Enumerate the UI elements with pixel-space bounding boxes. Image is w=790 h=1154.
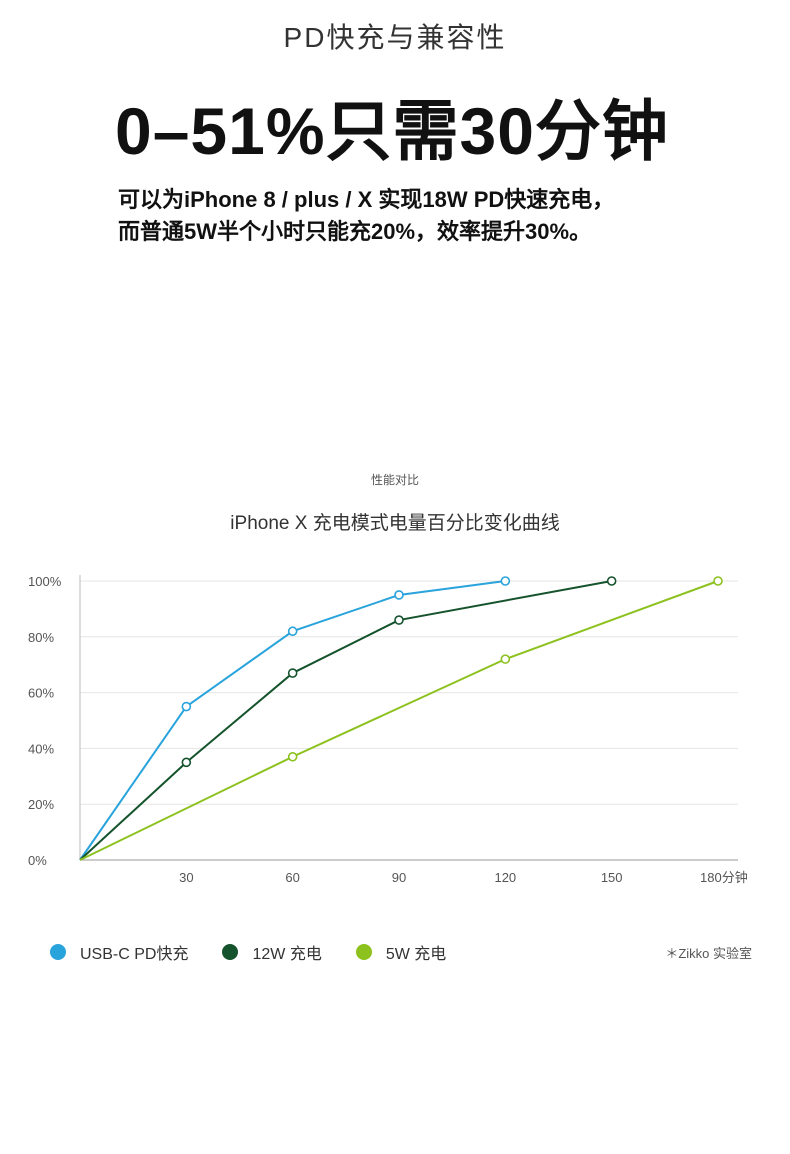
y-tick-label-80: 80% — [28, 630, 54, 645]
legend-label-usbc-pd: USB-C PD快充 — [80, 946, 189, 963]
legend-dot-12w — [222, 944, 239, 960]
section-title: PD快充与兼容性 — [283, 22, 507, 53]
description: 可以为iPhone 8 / plus / X 实现18W PD快速充电， 而普通… — [118, 184, 614, 248]
series-1-point-4 — [606, 576, 617, 586]
legend-item-5w: 5W 充电 — [355, 940, 447, 964]
series-1-point-2 — [287, 668, 298, 678]
headline: 0–51%只需30分钟 — [115, 94, 669, 168]
series-0-point-1 — [181, 701, 192, 712]
chart-kicker: 性能对比 — [370, 473, 419, 487]
y-tick-label-40: 40% — [28, 741, 54, 756]
series-0-point-3 — [394, 590, 404, 600]
series-line-0 — [79, 580, 506, 861]
series-2-point-1 — [287, 751, 298, 762]
legend-dot-usbc-pd — [50, 944, 66, 960]
x-tick-label-90: 90 — [392, 870, 406, 885]
y-tick-label-100: 100% — [28, 574, 62, 589]
series-line-2 — [79, 580, 719, 861]
y-tick-label-0: 0% — [28, 853, 47, 868]
x-tick-label-120: 120 — [494, 870, 516, 885]
series-2-point-3 — [713, 576, 723, 586]
series-0-point-2 — [287, 626, 298, 637]
description-line-1: 可以为iPhone 8 / plus / X 实现18W PD快速充电， — [118, 187, 615, 212]
y-tick-label-20: 20% — [28, 797, 54, 812]
x-tick-label-30: 30 — [179, 870, 193, 885]
series-2-point-2 — [500, 654, 511, 664]
y-tick-label-60: 60% — [28, 686, 54, 701]
lab-credit: ＊Zikko 实验室 — [665, 946, 752, 961]
series-1-point-1 — [181, 757, 192, 768]
x-tick-label-end: 180分钟 — [700, 870, 748, 885]
description-line-2: 而普通5W半个小时只能充20%，效率提升30%。 — [118, 219, 592, 244]
legend-item-12w: 12W 充电 — [222, 940, 322, 964]
series-line-1 — [79, 580, 612, 861]
legend-item-usbc-pd: USB-C PD快充 — [50, 940, 188, 964]
series-0-point-4 — [500, 576, 511, 586]
chart-title: iPhone X 充电模式电量百分比变化曲线 — [230, 513, 560, 534]
chart-legend: USB-C PD快充 12W 充电 5W 充电 — [50, 940, 480, 964]
series-1-point-3 — [394, 615, 404, 625]
x-tick-label-60: 60 — [285, 870, 299, 885]
charging-line-chart: 0% 20% 40% 60% 80% 100% 30 60 90 120 150 180分钟 — [28, 574, 748, 885]
x-tick-label-150: 150 — [601, 870, 623, 885]
legend-dot-5w — [355, 944, 372, 960]
legend-label-12w: 12W 充电 — [252, 946, 322, 963]
legend-label-5w: 5W 充电 — [385, 946, 447, 963]
